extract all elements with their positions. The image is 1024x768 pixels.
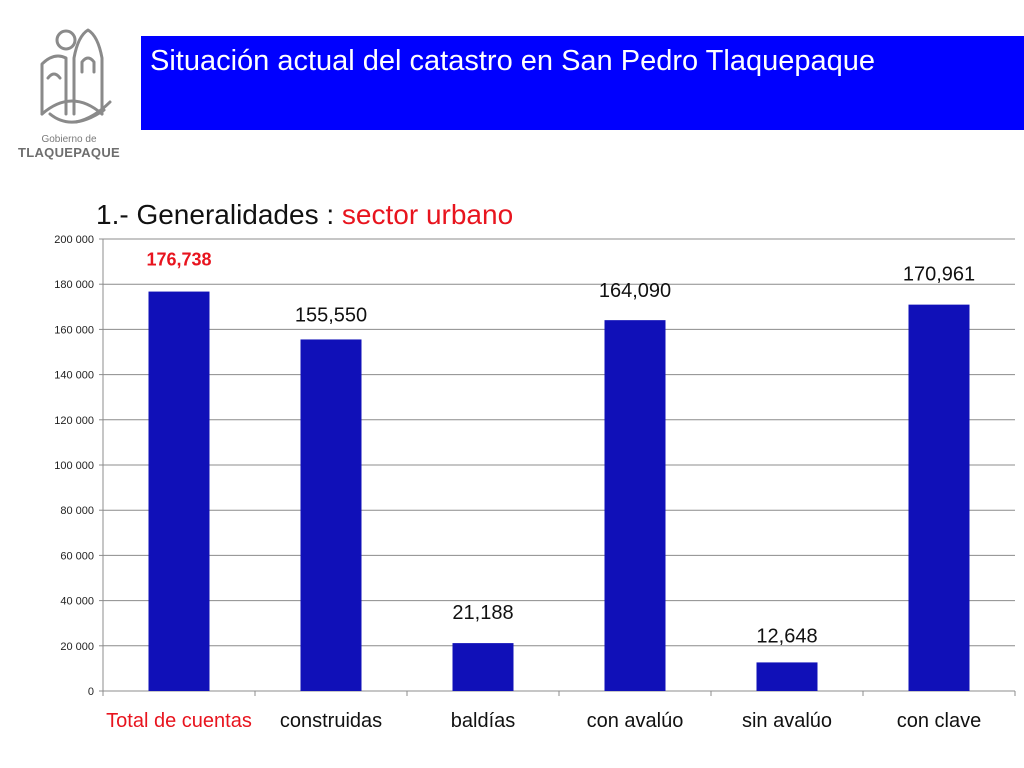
- chart-category-labels: Total de cuentas construidas baldías con av…: [106, 710, 981, 732]
- y-tick-label: 80 000: [60, 505, 94, 517]
- x-category-label: Total de cuentas: [106, 710, 252, 732]
- logo-name-text: TLAQUEPAQUE: [17, 145, 120, 160]
- y-tick-label: 200 000: [54, 234, 94, 246]
- bar: [148, 291, 210, 691]
- header-band: [141, 36, 1024, 130]
- x-category-label: sin avalúo: [742, 710, 832, 732]
- y-tick-label: 180 000: [54, 279, 94, 291]
- page-title: Situación actual del catastro en San Ped…: [150, 45, 875, 77]
- bar: [452, 643, 514, 691]
- y-tick-label: 40 000: [60, 596, 94, 608]
- y-tick-label: 100 000: [54, 460, 94, 472]
- y-axis-ticks: 0 20 000 40 000 60 000 80 000 100 000 120 000 1…: [54, 234, 94, 698]
- bar-value-label: 155,550: [295, 304, 367, 326]
- x-category-label: con clave: [897, 710, 982, 732]
- chart-bars: [148, 291, 970, 691]
- y-tick-label: 20 000: [60, 641, 94, 653]
- bar-value-label: 12,648: [756, 625, 817, 647]
- y-tick-label: 0: [88, 686, 94, 698]
- bar-value-label: 176,738: [146, 250, 211, 270]
- y-tick-label: 160 000: [54, 324, 94, 336]
- bar: [756, 662, 818, 691]
- chart-value-labels: 176,738 155,550 21,188 164,090 12,648 170,961: [146, 250, 975, 648]
- subtitle-highlight: sector urbano: [341, 199, 514, 230]
- bar: [604, 320, 666, 691]
- x-category-label: construidas: [280, 710, 382, 732]
- x-category-label: con avalúo: [587, 710, 684, 732]
- tlaquepaque-crest-icon: [40, 28, 112, 124]
- y-tick-label: 60 000: [60, 550, 94, 562]
- subtitle-prefix: 1.- Generalidades :: [96, 199, 342, 230]
- chart-grid: [99, 238, 1016, 696]
- y-tick-label: 120 000: [54, 415, 94, 427]
- bar-value-label: 170,961: [903, 264, 975, 286]
- x-category-label: baldías: [451, 710, 516, 732]
- bar: [908, 304, 970, 691]
- bar: [300, 339, 362, 691]
- y-tick-label: 140 000: [54, 370, 94, 382]
- section-subtitle: 1.- Generalidades : sector urbano: [96, 199, 513, 231]
- bar-value-label: 21,188: [452, 602, 513, 624]
- logo-small-text: Gobierno de: [41, 134, 97, 145]
- bar-value-label: 164,090: [599, 280, 671, 302]
